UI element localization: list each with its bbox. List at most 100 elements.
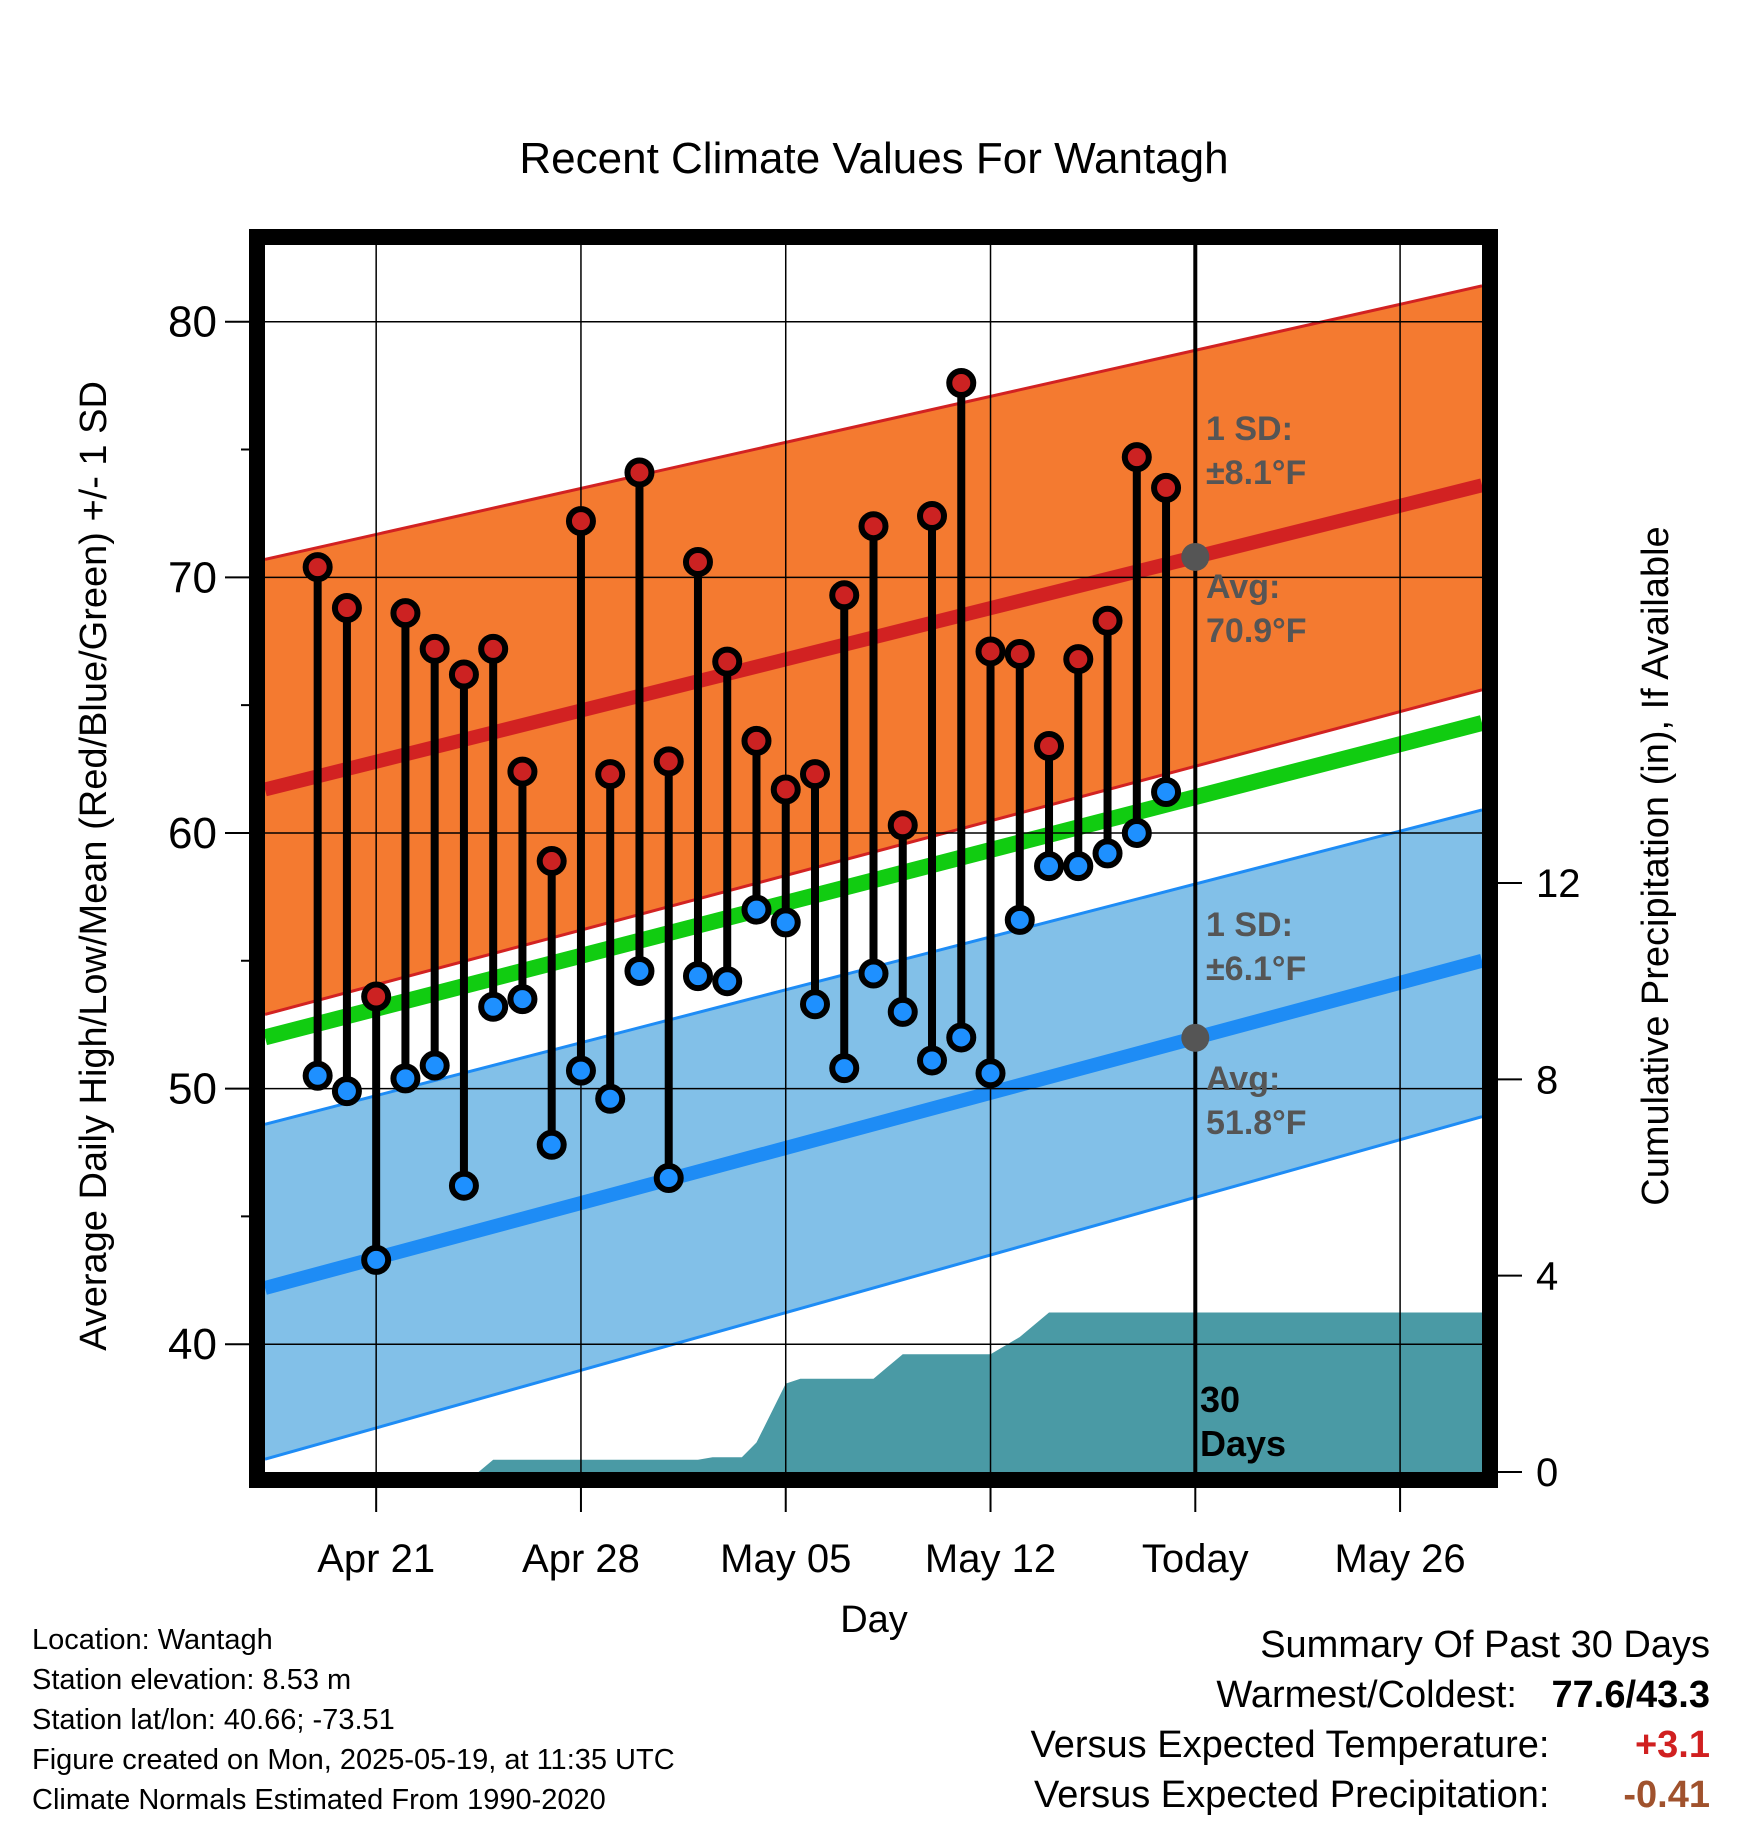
- created-text: Figure created on Mon, 2025-05-19, at 11…: [32, 1740, 675, 1780]
- obs-high-point: [510, 760, 534, 784]
- today-low-normal-dot: [1181, 1024, 1209, 1052]
- obs-high-point: [452, 662, 476, 686]
- obs-low-point: [423, 1054, 447, 1078]
- y-tick-label: 50: [168, 1065, 217, 1114]
- obs-high-point: [423, 637, 447, 661]
- high-avg-value: 70.9°F: [1206, 612, 1307, 650]
- y2-tick-label: 12: [1536, 862, 1581, 906]
- days-label-count: 30: [1200, 1379, 1240, 1420]
- obs-low-point: [306, 1064, 330, 1088]
- obs-high-point: [364, 985, 388, 1009]
- climate-chart: Recent Climate Values For Wantagh 405060…: [0, 0, 1748, 1828]
- y2-tick-label: 0: [1536, 1451, 1558, 1495]
- low-sd-value: ±6.1°F: [1206, 950, 1306, 988]
- obs-high-point: [979, 639, 1003, 663]
- x-tick-label: May 26: [1335, 1537, 1466, 1581]
- today-high-normal-dot: [1181, 543, 1209, 571]
- obs-low-point: [891, 1000, 915, 1024]
- obs-high-point: [1066, 647, 1090, 671]
- obs-low-point: [979, 1061, 1003, 1085]
- obs-low-point: [1037, 854, 1061, 878]
- low-avg-value: 51.8°F: [1206, 1104, 1307, 1142]
- obs-high-point: [393, 601, 417, 625]
- y-tick-label: 40: [168, 1320, 217, 1369]
- y2-axis-label: Cumulative Precipitation (in), If Availa…: [1635, 526, 1677, 1205]
- obs-low-point: [569, 1059, 593, 1083]
- obs-low-point: [364, 1248, 388, 1272]
- obs-high-point: [569, 509, 593, 533]
- low-sd-label: 1 SD:: [1206, 906, 1293, 944]
- y-tick-label: 70: [168, 553, 217, 602]
- obs-high-point: [715, 650, 739, 674]
- summary-panel: Summary Of Past 30 Days Warmest/Coldest:…: [1031, 1620, 1710, 1820]
- obs-low-point: [393, 1066, 417, 1090]
- x-axis-label: Day: [840, 1599, 908, 1641]
- obs-high-point: [1125, 445, 1149, 469]
- obs-low-point: [803, 992, 827, 1016]
- obs-low-point: [1125, 821, 1149, 845]
- obs-low-point: [715, 969, 739, 993]
- obs-low-point: [510, 987, 534, 1011]
- elevation-text: Station elevation: 8.53 m: [32, 1660, 675, 1700]
- obs-low-point: [920, 1048, 944, 1072]
- y2-tick-label: 8: [1536, 1058, 1558, 1102]
- station-info: Location: Wantagh Station elevation: 8.5…: [32, 1620, 675, 1820]
- obs-high-point: [657, 749, 681, 773]
- high-sd-value: ±8.1°F: [1206, 454, 1306, 492]
- x-tick-label: Apr 21: [317, 1537, 435, 1581]
- y-tick-label: 80: [168, 298, 217, 347]
- obs-high-point: [335, 596, 359, 620]
- y-axis-label: Average Daily High/Low/Mean (Red/Blue/Gr…: [73, 381, 115, 1351]
- high-sd-label: 1 SD:: [1206, 410, 1293, 448]
- days-label-word: Days: [1200, 1423, 1286, 1464]
- obs-high-point: [1008, 642, 1032, 666]
- x-tick-label: May 12: [925, 1537, 1056, 1581]
- obs-high-point: [949, 371, 973, 395]
- latlon-text: Station lat/lon: 40.66; -73.51: [32, 1700, 675, 1740]
- obs-low-point: [598, 1087, 622, 1111]
- obs-low-point: [1008, 908, 1032, 932]
- temp-anomaly-label: Versus Expected Temperature:: [1031, 1724, 1550, 1766]
- high-avg-label: Avg:: [1206, 568, 1280, 606]
- temp-anomaly-value: +3.1: [1560, 1720, 1710, 1770]
- y2-tick-label: 4: [1536, 1255, 1558, 1299]
- obs-high-point: [774, 777, 798, 801]
- obs-high-point: [1096, 609, 1120, 633]
- obs-high-point: [627, 461, 651, 485]
- x-tick-label: Today: [1142, 1537, 1249, 1581]
- chart-title: Recent Climate Values For Wantagh: [519, 134, 1228, 183]
- obs-low-point: [862, 962, 886, 986]
- obs-low-point: [686, 964, 710, 988]
- obs-low-point: [1096, 841, 1120, 865]
- obs-high-point: [306, 555, 330, 579]
- obs-low-point: [774, 910, 798, 934]
- location-text: Location: Wantagh: [32, 1620, 675, 1660]
- obs-high-point: [598, 762, 622, 786]
- obs-low-point: [1066, 854, 1090, 878]
- obs-high-point: [832, 583, 856, 607]
- obs-low-point: [832, 1056, 856, 1080]
- obs-low-point: [627, 959, 651, 983]
- x-tick-label: Apr 28: [522, 1537, 640, 1581]
- obs-high-point: [1037, 734, 1061, 758]
- precip-anomaly-label: Versus Expected Precipitation:: [1034, 1774, 1549, 1816]
- obs-high-point: [744, 729, 768, 753]
- obs-high-point: [862, 514, 886, 538]
- obs-high-point: [803, 762, 827, 786]
- obs-high-point: [891, 813, 915, 837]
- obs-low-point: [335, 1079, 359, 1103]
- normals-text: Climate Normals Estimated From 1990-2020: [32, 1780, 675, 1820]
- obs-high-point: [1154, 476, 1178, 500]
- obs-low-point: [949, 1025, 973, 1049]
- obs-low-point: [1154, 780, 1178, 804]
- warmest-value: 77.6/43.3: [1552, 1670, 1710, 1720]
- obs-high-point: [920, 504, 944, 528]
- obs-low-point: [481, 995, 505, 1019]
- warmest-label: Warmest/Coldest:: [1216, 1674, 1517, 1716]
- obs-high-point: [540, 849, 564, 873]
- obs-high-point: [686, 550, 710, 574]
- x-tick-label: May 05: [720, 1537, 851, 1581]
- obs-high-point: [481, 637, 505, 661]
- obs-low-point: [657, 1166, 681, 1190]
- low-avg-label: Avg:: [1206, 1060, 1280, 1098]
